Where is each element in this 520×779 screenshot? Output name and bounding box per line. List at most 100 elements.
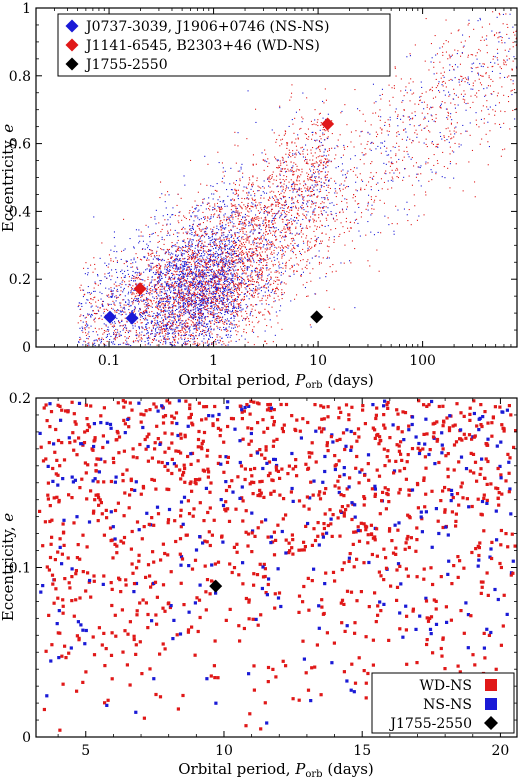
- population-point: [178, 278, 180, 280]
- population-point: [270, 253, 272, 255]
- population-point: [435, 117, 437, 119]
- population-point: [492, 58, 494, 60]
- population-point: [251, 321, 253, 323]
- population-point: [205, 332, 207, 334]
- population-point: [168, 248, 170, 250]
- population-point: [180, 314, 182, 316]
- population-point: [80, 308, 82, 310]
- population-point: [510, 90, 512, 92]
- population-point: [156, 307, 158, 309]
- population-point: [479, 63, 481, 65]
- population-point: [264, 340, 266, 342]
- population-point: [254, 267, 256, 269]
- population-point: [198, 269, 200, 271]
- population-point: [159, 266, 161, 268]
- population-point: [306, 149, 308, 151]
- population-point: [218, 284, 220, 286]
- population-point: [406, 92, 408, 94]
- population-point: [403, 156, 405, 158]
- population-point: [235, 306, 237, 308]
- population-point: [169, 263, 171, 265]
- population-point: [275, 270, 277, 272]
- population-point: [407, 116, 409, 118]
- population-point: [296, 165, 298, 167]
- population-point: [370, 142, 372, 144]
- population-point: [320, 142, 322, 144]
- population-point: [238, 258, 240, 260]
- population-point: [173, 270, 175, 272]
- population-point: [408, 82, 410, 84]
- population-point: [207, 216, 209, 218]
- population-point: [178, 215, 180, 217]
- population-point: [219, 208, 221, 210]
- population-point: [325, 189, 327, 191]
- population-point: [156, 306, 158, 308]
- population-point: [205, 286, 207, 288]
- population-point: [193, 325, 195, 327]
- population-point: [510, 79, 512, 81]
- population-point: [213, 283, 215, 285]
- population-point: [260, 255, 262, 257]
- population-point: [199, 223, 201, 225]
- population-point: [290, 238, 292, 240]
- population-point: [181, 284, 183, 286]
- population-point: [317, 166, 319, 168]
- population-point: [127, 332, 129, 334]
- population-point: [247, 236, 249, 238]
- population-point: [190, 281, 192, 283]
- population-point: [334, 180, 336, 182]
- population-point: [301, 116, 303, 118]
- population-point: [190, 246, 192, 248]
- population-point: [102, 300, 104, 302]
- population-point: [202, 248, 204, 250]
- population-point: [164, 314, 166, 316]
- population-point: [282, 219, 284, 221]
- population-point: [306, 203, 308, 205]
- population-point: [148, 284, 150, 286]
- population-point: [194, 292, 196, 294]
- population-point: [131, 294, 133, 296]
- population-point: [269, 178, 271, 180]
- population-point: [185, 312, 187, 314]
- population-point: [148, 264, 150, 266]
- population-point: [158, 276, 160, 278]
- population-point: [157, 246, 159, 248]
- population-point: [182, 278, 184, 280]
- population-point: [257, 185, 259, 187]
- population-point: [233, 304, 235, 306]
- population-point: [311, 138, 313, 140]
- population-point: [222, 274, 224, 276]
- population-point: [194, 313, 196, 315]
- population-point: [107, 326, 109, 328]
- population-point: [136, 337, 138, 339]
- population-point: [210, 280, 212, 282]
- population-point: [195, 307, 197, 309]
- population-point: [179, 313, 181, 315]
- population-point: [158, 326, 160, 328]
- population-point: [301, 146, 303, 148]
- population-point: [172, 214, 174, 216]
- population-point: [163, 325, 165, 327]
- population-point: [266, 267, 268, 269]
- population-point: [223, 291, 225, 293]
- population-point: [98, 310, 100, 312]
- population-point: [291, 224, 293, 226]
- population-point: [138, 235, 140, 237]
- population-point: [173, 333, 175, 335]
- population-point: [280, 249, 282, 251]
- population-point: [208, 208, 210, 210]
- population-point: [354, 89, 356, 91]
- population-point: [83, 267, 85, 269]
- population-point: [406, 139, 408, 141]
- population-point: [187, 275, 189, 277]
- population-point: [251, 265, 253, 267]
- population-point: [235, 192, 237, 194]
- population-point: [254, 309, 256, 311]
- population-point: [230, 279, 232, 281]
- population-point: [160, 294, 162, 296]
- population-point: [168, 316, 170, 318]
- population-point: [203, 244, 205, 246]
- population-point: [285, 161, 287, 163]
- population-point: [214, 205, 216, 207]
- population-point: [273, 179, 275, 181]
